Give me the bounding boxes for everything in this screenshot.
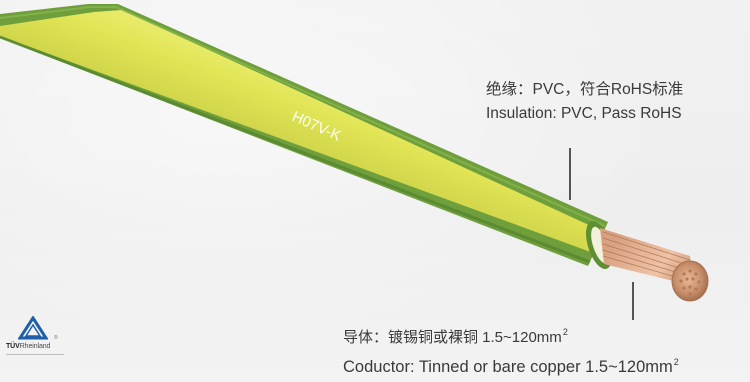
tuv-registered-mark: ® (54, 335, 58, 341)
conductor-zh-superscript: 2 (562, 327, 568, 337)
insulation-label-zh: 绝缘：PVC，符合RoHS标准 (486, 81, 684, 98)
cable-shadow (0, 35, 591, 264)
tuv-rheinland-logo: ® TÜVRheinland (6, 316, 64, 362)
tuv-wordmark-bold: TÜV (6, 343, 20, 350)
insulation-callout: 绝缘：PVC，符合RoHS标准 Insulation: PVC, Pass Ro… (486, 78, 683, 126)
insulation-leader-line (569, 148, 571, 200)
tuv-wordmark: TÜVRheinland (6, 343, 50, 350)
tuv-wordmark-rest: Rheinland (19, 343, 51, 350)
conductor-callout: 导体：镀锡铜或裸铜 1.5~120mm2 Coductor: Tinned or… (343, 320, 679, 379)
copper-end-face (671, 260, 709, 302)
conductor-leader-line (632, 282, 634, 320)
conductor-label-zh: 导体：镀锡铜或裸铜 1.5~120mm (343, 329, 562, 346)
tuv-underline (6, 354, 64, 355)
copper-end-dots (679, 269, 701, 296)
copper-strand-bundle (600, 228, 694, 286)
conductor-label-en: Coductor: Tinned or bare copper 1.5~120m… (343, 358, 673, 376)
conductor-en-superscript: 2 (673, 357, 679, 367)
tuv-triangle-icon (18, 316, 48, 340)
cable-stripe-yellow (0, 10, 604, 254)
conductor-label-zh-line: 导体：镀锡铜或裸铜 1.5~120mm2 (343, 320, 679, 350)
insulation-label-en: Insulation: PVC, Pass RoHS (486, 105, 682, 122)
conductor-label-en-line: Coductor: Tinned or bare copper 1.5~120m… (343, 350, 679, 379)
cable-highlight (0, 6, 606, 227)
